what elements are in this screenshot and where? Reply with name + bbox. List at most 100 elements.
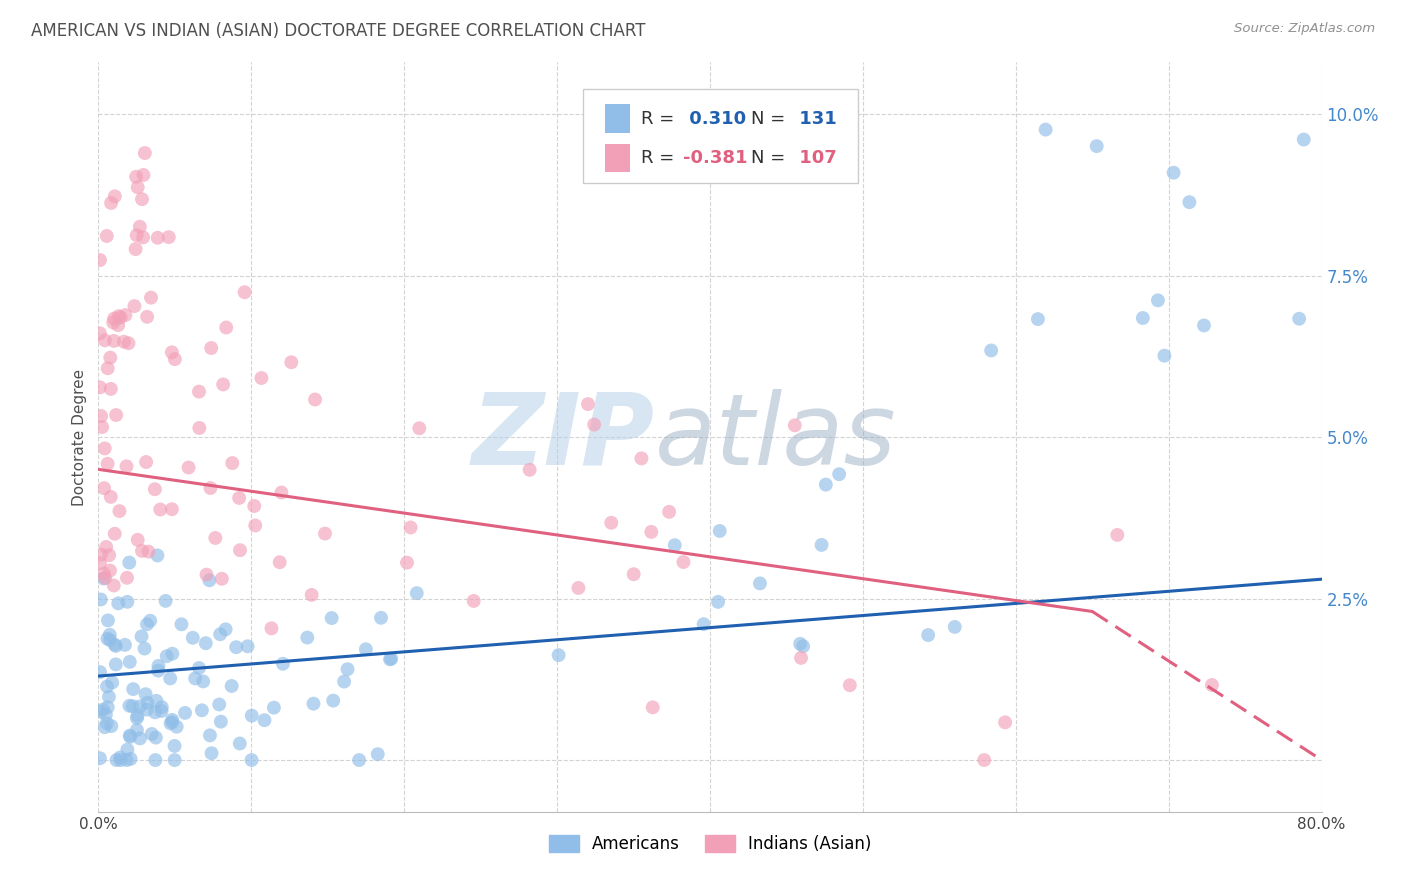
Point: [160, 714, 183, 729]
Point: [93, 481, 115, 495]
Point: [395, 556, 418, 570]
Point: [789, 637, 811, 651]
Point: [260, 621, 283, 635]
Point: [214, 622, 236, 636]
Point: [124, 242, 146, 256]
Point: [567, 581, 589, 595]
Point: [170, 617, 193, 632]
Point: [90, 592, 112, 607]
Point: [114, 308, 136, 322]
Point: [127, 709, 149, 723]
Point: [709, 524, 731, 538]
Point: [174, 706, 197, 720]
Text: ZIP: ZIP: [472, 389, 655, 485]
Point: [943, 620, 966, 634]
Point: [828, 467, 851, 482]
Point: [159, 716, 181, 731]
Point: [250, 371, 273, 385]
Point: [623, 567, 645, 582]
Point: [245, 518, 267, 533]
Point: [156, 649, 179, 664]
Point: [270, 485, 292, 500]
Point: [408, 421, 430, 435]
Point: [547, 648, 569, 662]
Point: [917, 628, 939, 642]
Point: [1085, 139, 1108, 153]
Point: [195, 567, 218, 582]
Point: [229, 737, 252, 751]
Point: [378, 652, 401, 666]
Point: [117, 595, 139, 609]
Point: [707, 595, 730, 609]
Point: [117, 742, 139, 756]
Text: atlas: atlas: [655, 389, 897, 485]
Point: [150, 700, 173, 714]
Point: [118, 556, 141, 570]
Point: [129, 699, 152, 714]
Text: -0.381: -0.381: [683, 149, 748, 167]
Point: [93, 442, 115, 456]
Point: [1292, 132, 1315, 146]
Point: [198, 728, 221, 742]
Point: [132, 168, 155, 182]
Text: N =: N =: [751, 110, 790, 128]
Point: [93, 720, 115, 734]
Point: [194, 636, 217, 650]
Point: [271, 657, 294, 671]
Point: [193, 674, 215, 689]
Point: [104, 189, 127, 203]
Point: [198, 574, 221, 588]
Point: [103, 311, 125, 326]
Point: [1288, 311, 1310, 326]
Point: [96, 632, 118, 646]
Point: [269, 555, 291, 569]
Point: [236, 640, 259, 654]
Point: [301, 588, 323, 602]
Point: [370, 611, 392, 625]
Point: [127, 533, 149, 547]
Point: [838, 678, 860, 692]
Point: [692, 617, 714, 632]
Point: [640, 524, 662, 539]
Point: [124, 299, 146, 313]
Point: [783, 418, 806, 433]
Point: [138, 544, 160, 558]
Point: [121, 699, 143, 714]
Point: [229, 543, 252, 558]
Point: [143, 482, 166, 496]
Text: R =: R =: [641, 110, 681, 128]
Point: [155, 594, 177, 608]
Point: [101, 675, 124, 690]
Point: [105, 408, 128, 422]
Point: [97, 457, 120, 471]
Point: [98, 633, 121, 648]
Point: [240, 753, 263, 767]
Point: [89, 705, 111, 719]
Point: [112, 334, 135, 349]
Point: [583, 417, 606, 432]
Point: [215, 320, 238, 334]
Point: [104, 638, 127, 652]
Point: [118, 698, 141, 713]
Point: [204, 531, 226, 545]
Point: [973, 753, 995, 767]
Point: [322, 693, 344, 707]
Point: [233, 285, 256, 300]
Point: [149, 502, 172, 516]
Point: [200, 341, 222, 355]
Point: [814, 477, 837, 491]
Point: [1178, 195, 1201, 210]
Point: [321, 611, 343, 625]
Point: [163, 352, 186, 367]
Point: [212, 377, 235, 392]
Point: [117, 336, 139, 351]
Point: [399, 520, 422, 534]
Point: [184, 672, 207, 686]
Point: [143, 706, 166, 720]
Y-axis label: Doctorate Degree: Doctorate Degree: [72, 368, 87, 506]
Point: [89, 665, 111, 679]
Point: [136, 696, 159, 710]
Point: [94, 707, 117, 722]
Point: [96, 540, 118, 554]
Point: [336, 662, 359, 676]
